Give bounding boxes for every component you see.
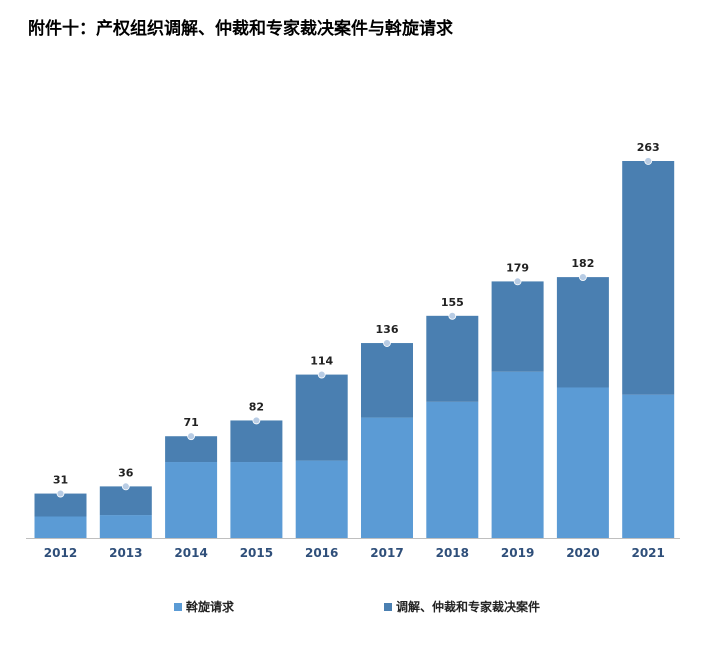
bar-2020-series-1 — [556, 277, 609, 388]
total-label-2012: 31 — [53, 474, 68, 487]
x-tick-label-2019: 2019 — [501, 546, 534, 560]
total-label-2018: 155 — [441, 296, 464, 309]
total-label-2020: 182 — [571, 257, 594, 270]
legend-swatch-0 — [174, 602, 182, 611]
legend-item-0: 斡旋请求 — [174, 598, 234, 615]
x-tick-label-2014: 2014 — [174, 546, 207, 560]
bar-2018-series-1 — [426, 315, 479, 402]
bar-2013-series-1 — [99, 486, 152, 516]
total-marker-2014 — [187, 432, 196, 441]
total-label-2016: 114 — [310, 355, 333, 368]
total-marker-2019 — [513, 277, 522, 286]
bar-2017-series-1 — [361, 343, 413, 418]
x-tick-label-2021: 2021 — [631, 546, 664, 560]
legend-swatch-1 — [384, 602, 392, 611]
total-label-2021: 263 — [637, 141, 660, 154]
bar-2021-series-0 — [622, 394, 675, 538]
x-tick-label-2016: 2016 — [305, 546, 338, 560]
x-tick-label-2020: 2020 — [566, 546, 599, 560]
total-marker-2018 — [448, 311, 457, 320]
total-label-2017: 136 — [376, 323, 399, 336]
total-marker-2020 — [579, 273, 587, 282]
bar-2021-series-1 — [622, 161, 675, 395]
total-marker-2016 — [317, 370, 326, 379]
bar-2020-series-0 — [556, 387, 609, 538]
bar-2017-series-0 — [361, 417, 413, 538]
total-marker-2012 — [56, 489, 65, 498]
legend-item-1: 调解、仲裁和专家裁决案件 — [384, 598, 540, 615]
bar-2012-series-0 — [34, 516, 87, 538]
x-tick-label-2018: 2018 — [436, 546, 469, 560]
x-tick-label-2012: 2012 — [44, 546, 77, 560]
bar-2018-series-0 — [426, 401, 479, 538]
x-tick-label-2015: 2015 — [240, 546, 273, 560]
bar-2016-series-1 — [295, 374, 348, 461]
bar-2012-series-1 — [34, 493, 87, 517]
total-marker-2021 — [644, 157, 653, 165]
total-marker-2013 — [121, 482, 130, 491]
bar-2019-series-1 — [491, 281, 544, 372]
x-tick-label-2013: 2013 — [109, 546, 142, 560]
bar-2015-series-1 — [230, 420, 283, 463]
chart-title: 附件十：产权组织调解、仲裁和专家裁决案件与斡旋请求 — [28, 19, 453, 39]
total-label-2015: 82 — [249, 400, 264, 413]
bar-2016-series-0 — [295, 460, 348, 538]
total-label-2014: 71 — [183, 416, 198, 429]
bar-2013-series-0 — [99, 515, 152, 538]
bar-2019-series-0 — [491, 371, 544, 538]
bar-2015-series-0 — [230, 462, 283, 538]
total-label-2019: 179 — [506, 261, 529, 274]
total-marker-2015 — [252, 416, 261, 425]
bar-2014-series-1 — [165, 436, 218, 463]
total-marker-2017 — [383, 339, 391, 347]
total-label-2013: 36 — [118, 466, 134, 479]
legend-label-1: 调解、仲裁和专家裁决案件 — [396, 600, 541, 614]
x-tick-label-2017: 2017 — [370, 546, 403, 560]
bar-2014-series-0 — [165, 462, 218, 538]
legend-label-0: 斡旋请求 — [186, 600, 235, 614]
